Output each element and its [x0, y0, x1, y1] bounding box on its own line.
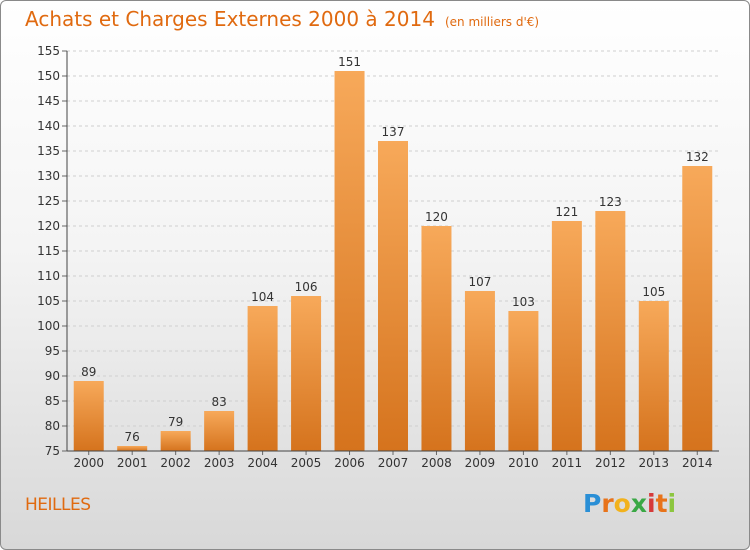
bar-2010 [508, 311, 539, 451]
data-label: 106 [295, 280, 318, 294]
y-tick-label: 145 [37, 94, 60, 108]
data-label: 151 [338, 55, 361, 69]
logo-letter: i [667, 489, 677, 518]
y-tick-label: 75 [45, 444, 60, 458]
bar-2013 [638, 301, 669, 451]
x-tick-label: 2003 [204, 456, 235, 470]
bar-2006 [334, 71, 365, 451]
bar-2007 [378, 141, 408, 451]
x-tick-label: 2014 [682, 456, 713, 470]
x-tick-label: 2011 [552, 456, 583, 470]
x-tick-label: 2004 [247, 456, 278, 470]
data-label: 104 [251, 290, 274, 304]
data-label: 105 [642, 285, 665, 299]
y-tick-label: 135 [37, 144, 60, 158]
data-label: 89 [81, 365, 96, 379]
bar-2004 [247, 306, 278, 451]
x-tick-label: 2008 [421, 456, 452, 470]
y-tick-label: 90 [45, 369, 60, 383]
x-tick-label: 2000 [73, 456, 104, 470]
bar-2000 [73, 381, 104, 451]
axis-layer: 75 80 85 90 95 100 105 110 115 120 125 130 135 140 145… [37, 44, 719, 470]
data-label: 83 [211, 395, 226, 409]
bar-2009 [464, 291, 495, 451]
data-label: 123 [599, 195, 622, 209]
y-tick-label: 110 [37, 269, 60, 283]
data-label: 137 [382, 125, 405, 139]
bar-2014 [682, 166, 713, 451]
data-label: 76 [125, 430, 140, 444]
x-tick-label: 2010 [508, 456, 539, 470]
x-tick-label: 2013 [639, 456, 670, 470]
y-tick-label: 115 [37, 244, 60, 258]
bar-2008 [421, 226, 452, 451]
logo-letter: i [647, 489, 656, 518]
y-tick-label: 130 [37, 169, 60, 183]
x-tick-label: 2006 [334, 456, 365, 470]
chart-title-block: Achats et Charges Externes 2000 à 2014 (e… [25, 7, 539, 31]
y-tick-label: 85 [45, 394, 60, 408]
bar-2012 [595, 211, 626, 451]
y-tick-label: 95 [45, 344, 60, 358]
y-tick-label: 125 [37, 194, 60, 208]
x-tick-label: 2007 [378, 456, 409, 470]
bar-2003 [204, 411, 235, 451]
data-label: 121 [555, 205, 578, 219]
bar-layer [73, 71, 713, 451]
data-label: 107 [468, 275, 491, 289]
logo-letter: o [613, 489, 631, 518]
y-tick-label: 150 [37, 69, 60, 83]
data-label: 120 [425, 210, 448, 224]
bar-2001 [117, 446, 148, 451]
data-label: 79 [168, 415, 183, 429]
chart-unit: (en milliers d'€) [444, 15, 540, 29]
proxiti-logo[interactable]: Proxiti [583, 489, 676, 518]
data-label: 103 [512, 295, 535, 309]
x-tick-label: 2002 [160, 456, 191, 470]
x-tick-label: 2009 [465, 456, 496, 470]
chart-title: Achats et Charges Externes 2000 à 2014 [25, 7, 435, 31]
logo-letter: r [601, 489, 614, 518]
bar-2011 [551, 221, 582, 451]
commune-name: HEILLES [25, 495, 91, 515]
logo-letter: P [583, 489, 602, 518]
y-tick-label: 80 [45, 419, 60, 433]
x-tick-label: 2012 [595, 456, 626, 470]
bar-2002 [160, 431, 191, 451]
bar-2005 [291, 296, 322, 451]
data-label: 132 [686, 150, 709, 164]
y-tick-label: 140 [37, 119, 60, 133]
x-tick-label: 2005 [291, 456, 322, 470]
x-tick-label: 2001 [117, 456, 148, 470]
logo-letter: t [655, 489, 668, 518]
y-tick-label: 100 [37, 319, 60, 333]
label-layer: 89 76 79 83 104 106 151 137 120 107 103 121 123 105 13… [81, 55, 709, 444]
y-tick-label: 155 [37, 44, 60, 58]
y-tick-label: 120 [37, 219, 60, 233]
y-tick-label: 105 [37, 294, 60, 308]
logo-letter: x [630, 489, 647, 518]
